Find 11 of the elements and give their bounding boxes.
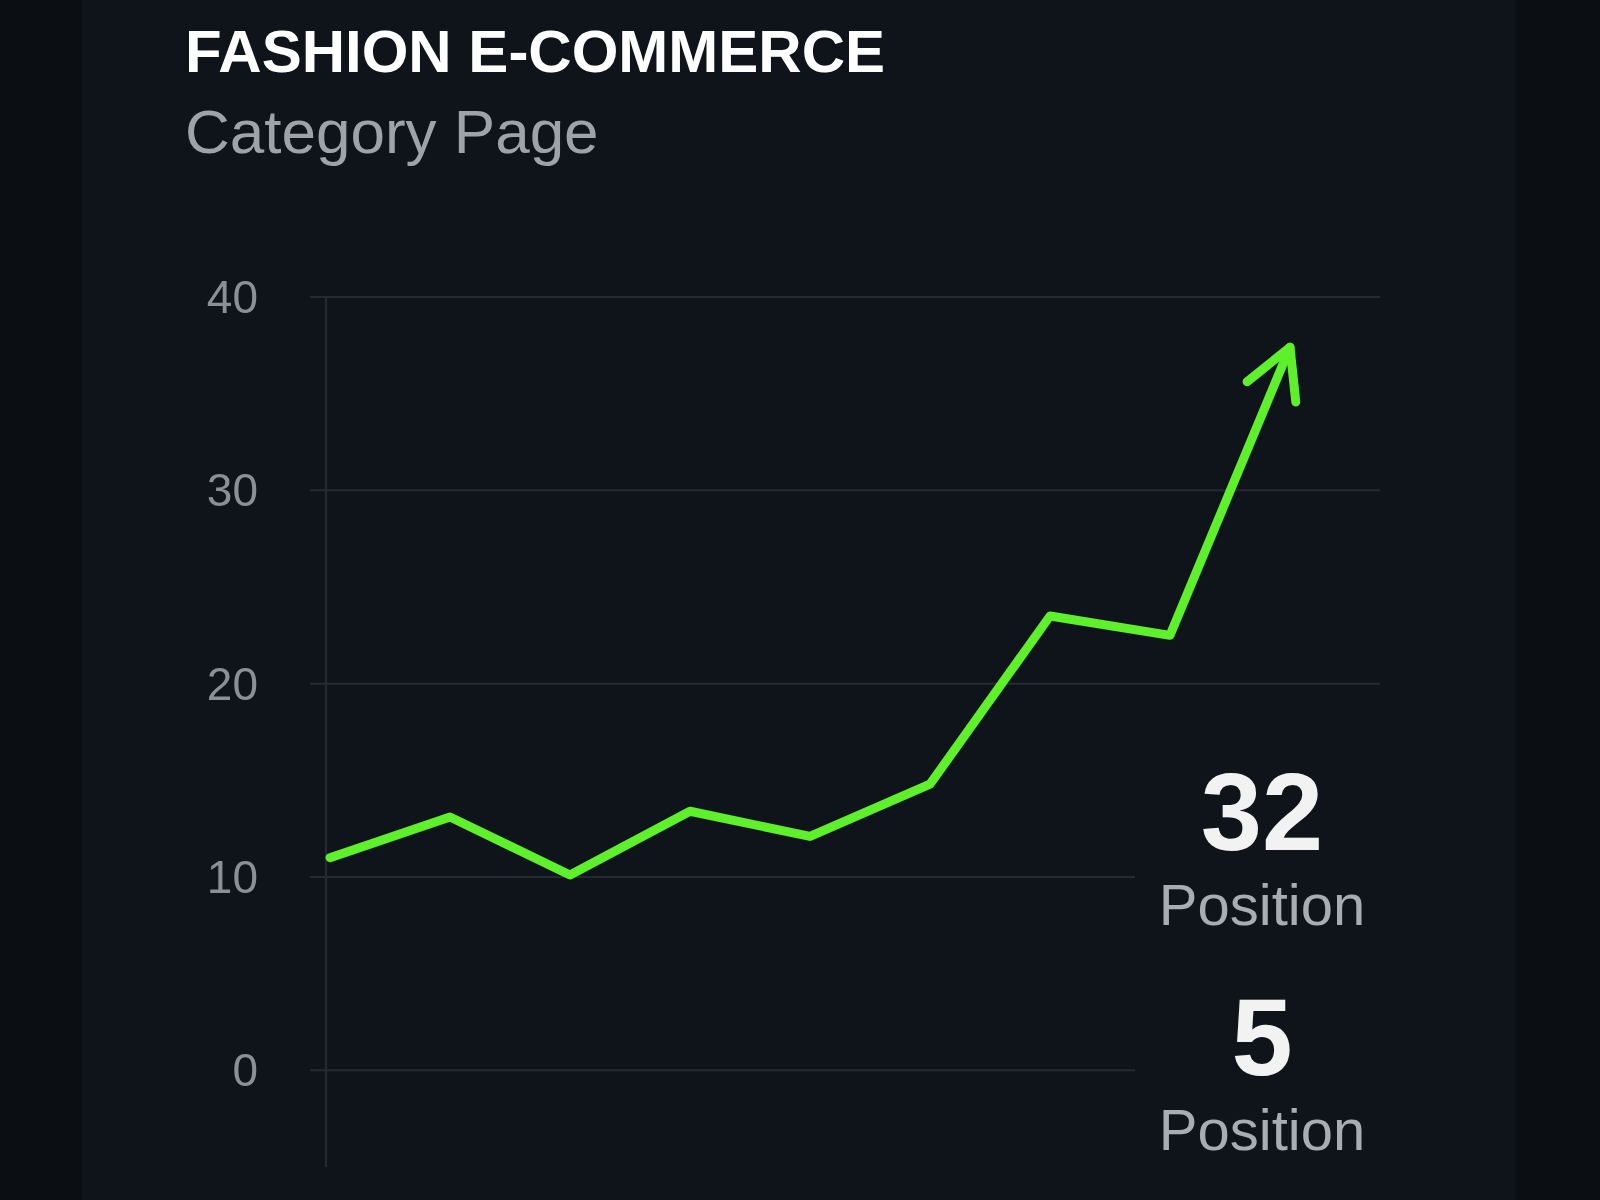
y-tick-label: 20	[206, 657, 258, 710]
annotation: Position	[1158, 1097, 1366, 1162]
y-tick-label: 10	[206, 851, 258, 904]
chart-subtitle: Category Page	[185, 97, 599, 166]
annotation: 32	[1200, 750, 1324, 873]
annotation: 5	[1231, 975, 1293, 1098]
y-tick-label: 0	[232, 1044, 258, 1097]
y-tick-label: 40	[206, 271, 258, 324]
chart-title: FASHION E-COMMERCE	[185, 18, 886, 85]
annotation: Position	[1158, 872, 1366, 937]
y-tick-label: 30	[206, 464, 258, 517]
